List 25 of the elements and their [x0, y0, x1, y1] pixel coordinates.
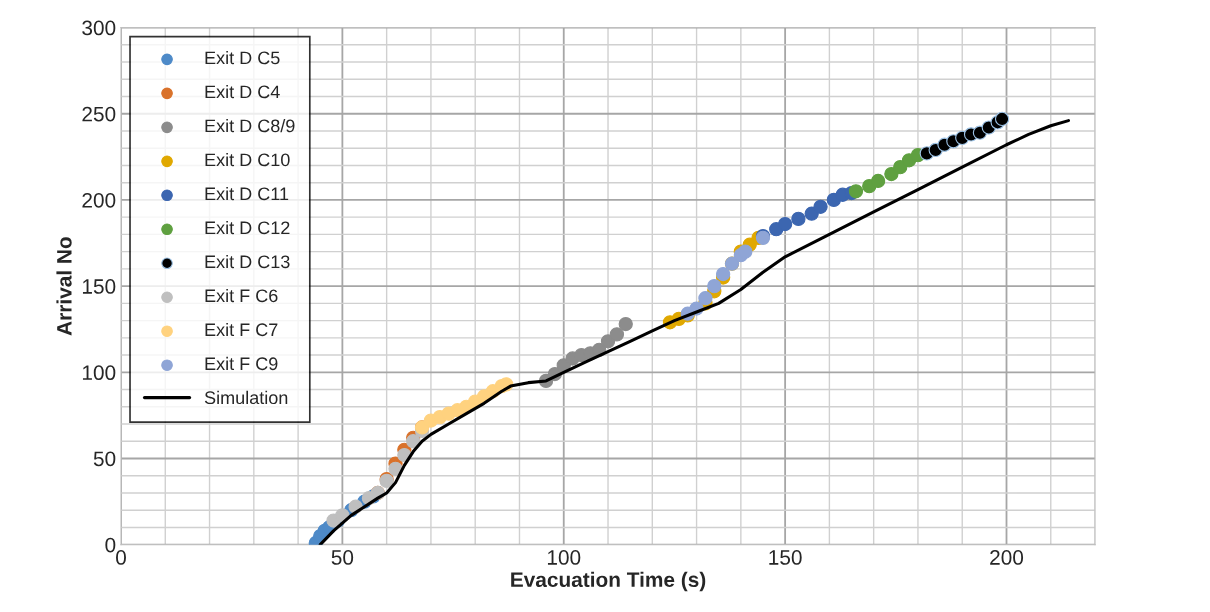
y-tick-label: 50 — [93, 451, 116, 467]
y-axis-title: Arrival No — [56, 237, 72, 336]
x-tick-label: 50 — [331, 550, 354, 565]
x-axis-title: Evacuation Time (s) — [511, 571, 706, 592]
legend-label: Exit F C7 — [205, 322, 278, 337]
legend-label: Exit D C13 — [205, 254, 290, 269]
x-tick-label: 200 — [990, 550, 1024, 565]
y-tick-label: 250 — [82, 106, 116, 122]
legend-label: Exit D C8/9 — [205, 118, 295, 133]
x-tick-label: 150 — [769, 550, 802, 565]
x-tick-label: 0 — [116, 550, 126, 565]
y-tick-label: 300 — [82, 20, 116, 36]
legend-label: Exit D C4 — [205, 85, 280, 99]
legend-label: Simulation — [204, 390, 288, 405]
legend-label: Exit D C11 — [205, 186, 289, 201]
legend-label: Exit D C5 — [205, 51, 280, 65]
y-tick-label: 100 — [82, 365, 116, 381]
y-tick-label: 200 — [82, 192, 116, 208]
y-tick-label: 150 — [82, 279, 116, 294]
legend-label: Exit F C6 — [205, 288, 278, 303]
legend-label: Exit D C10 — [205, 152, 290, 167]
x-tick-label: 100 — [547, 550, 581, 565]
legend-label: Exit F C9 — [205, 356, 278, 371]
legend-label: Exit D C12 — [205, 220, 290, 235]
y-tick-label: 0 — [105, 537, 116, 553]
